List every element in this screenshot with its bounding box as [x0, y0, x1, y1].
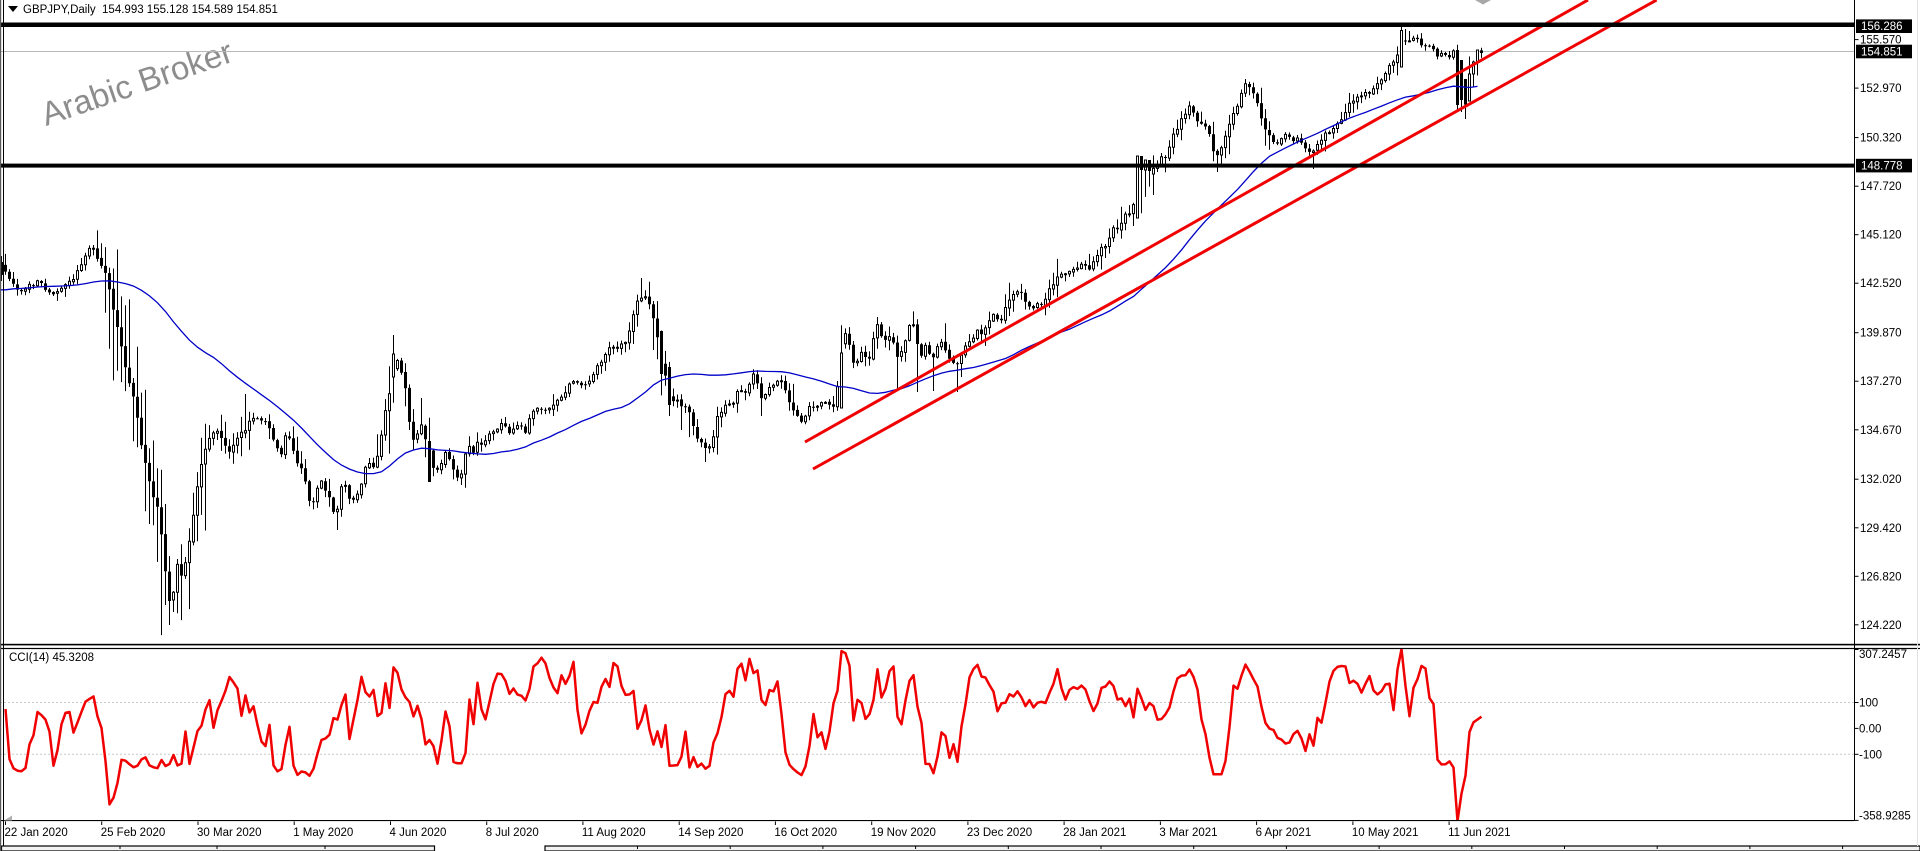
svg-text:28 Jan 2021: 28 Jan 2021: [1063, 827, 1126, 839]
svg-text:145.120: 145.120: [1860, 230, 1902, 242]
svg-text:GBPJPY,Daily 154.993 155.128: GBPJPY,Daily 154.993 155.128 154.589 154…: [23, 4, 278, 16]
svg-text:137.270: 137.270: [1860, 376, 1902, 388]
svg-text:148.778: 148.778: [1861, 161, 1903, 173]
svg-text:142.520: 142.520: [1860, 278, 1902, 290]
svg-text:10 May 2021: 10 May 2021: [1352, 827, 1419, 839]
svg-text:25 Feb 2020: 25 Feb 2020: [101, 827, 166, 839]
svg-text:147.720: 147.720: [1860, 181, 1902, 193]
svg-text:307.2457: 307.2457: [1859, 649, 1907, 661]
svg-text:155.570: 155.570: [1860, 35, 1902, 47]
svg-text:124.220: 124.220: [1860, 620, 1902, 632]
svg-text:23 Dec 2020: 23 Dec 2020: [967, 827, 1032, 839]
svg-text:0.00: 0.00: [1859, 723, 1881, 735]
svg-text:11 Jun 2021: 11 Jun 2021: [1448, 827, 1510, 839]
svg-text:129.420: 129.420: [1860, 523, 1902, 535]
svg-text:1 May 2020: 1 May 2020: [293, 827, 353, 839]
svg-text:156.286: 156.286: [1861, 21, 1903, 33]
svg-text:14 Sep 2020: 14 Sep 2020: [678, 827, 743, 839]
svg-text:22 Jan 2020: 22 Jan 2020: [5, 827, 68, 839]
svg-text:6 Apr 2021: 6 Apr 2021: [1256, 827, 1312, 839]
svg-text:132.020: 132.020: [1860, 474, 1902, 486]
svg-text:11 Aug 2020: 11 Aug 2020: [582, 827, 646, 839]
svg-text:16 Oct 2020: 16 Oct 2020: [774, 827, 837, 839]
svg-text:19 Nov 2020: 19 Nov 2020: [871, 827, 936, 839]
svg-text:30 Mar 2020: 30 Mar 2020: [197, 827, 262, 839]
svg-text:150.320: 150.320: [1860, 133, 1902, 145]
svg-text:8 Jul 2020: 8 Jul 2020: [486, 827, 539, 839]
svg-text:4 Jun 2020: 4 Jun 2020: [390, 827, 447, 839]
svg-text:3 Mar 2021: 3 Mar 2021: [1159, 827, 1217, 839]
svg-text:CCI(14) 45.3208: CCI(14) 45.3208: [9, 652, 94, 664]
svg-text:126.820: 126.820: [1860, 571, 1902, 583]
svg-text:100: 100: [1859, 698, 1878, 710]
svg-text:152.970: 152.970: [1860, 83, 1902, 95]
svg-text:-100: -100: [1859, 749, 1882, 761]
svg-text:139.870: 139.870: [1860, 328, 1902, 340]
svg-text:154.851: 154.851: [1861, 47, 1903, 59]
svg-text:-358.9285: -358.9285: [1859, 811, 1911, 823]
svg-text:134.670: 134.670: [1860, 425, 1902, 437]
